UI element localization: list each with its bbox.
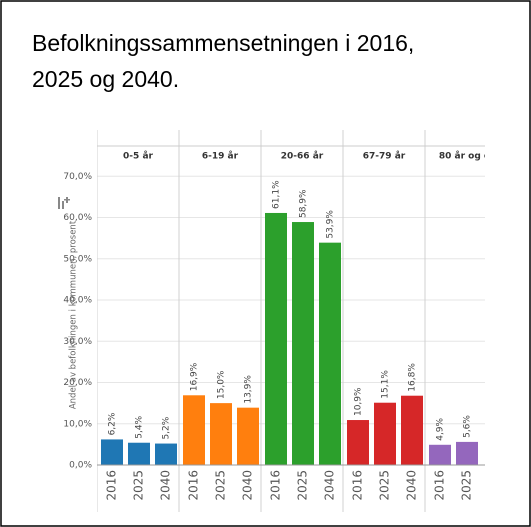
bar (183, 395, 205, 465)
x-tick-label: 2016 (351, 470, 365, 501)
sort-icon (58, 197, 70, 209)
x-tick-label: 2040 (241, 470, 255, 501)
x-tick-label: 2025 (460, 470, 474, 501)
value-label: 16,8% (408, 363, 418, 392)
y-tick-label: 50,0% (63, 254, 92, 264)
bar (374, 402, 396, 465)
x-tick-label: 2016 (269, 470, 283, 501)
x-tick-label: 2025 (296, 470, 310, 501)
bar (429, 444, 451, 465)
bar (237, 407, 259, 465)
value-label: 10,9% (354, 387, 364, 416)
panel-header: 80 år og el (439, 151, 493, 162)
x-tick-label: 2040 (405, 470, 419, 501)
panel-header: 20-66 år (281, 151, 324, 162)
x-tick-label: 2016 (187, 470, 201, 501)
value-label: 5,2% (162, 416, 172, 439)
y-tick-label: 0,0% (69, 461, 92, 471)
x-tick-label: 2025 (214, 470, 228, 501)
y-tick-label: 60,0% (63, 213, 92, 223)
y-tick-label: 10,0% (63, 419, 92, 429)
value-label: 5,4% (135, 415, 145, 438)
bar (265, 212, 287, 465)
value-label: 6,2% (108, 412, 118, 435)
x-tick-label: 2016 (433, 470, 447, 501)
y-tick-label: 20,0% (63, 378, 92, 388)
value-label: 15,1% (381, 370, 391, 399)
x-tick-label: 2040 (159, 470, 173, 501)
x-tick-label: 2040 (323, 470, 337, 501)
panels: 0-5 år 6,2% 2016 5,4% 2025 5,2% 2040 6-19 år 16,… (97, 130, 493, 512)
y-tick-label: 40,0% (63, 296, 92, 306)
title-line: Befolkningssammensetningen i 2016, 2025 o… (32, 30, 414, 92)
value-label: 53,9% (326, 210, 336, 239)
value-label: 15,0% (217, 370, 227, 399)
x-tick-label: 2025 (132, 470, 146, 501)
panel-header: 0-5 år (123, 151, 153, 162)
x-tick-label: 2025 (378, 470, 392, 501)
value-label: 58,9% (299, 189, 309, 218)
value-label: 13,9% (244, 375, 254, 404)
x-tick-label: 2016 (105, 470, 119, 501)
bar (456, 441, 478, 465)
bar (347, 420, 369, 465)
bar (155, 443, 177, 465)
bar (210, 403, 232, 465)
y-tick-label: 30,0% (63, 337, 92, 347)
panel-header: 6-19 år (202, 151, 239, 162)
value-label: 5,6% (463, 415, 473, 438)
y-tick-label: 70,0% (63, 172, 92, 182)
bar (292, 222, 314, 465)
bar (101, 439, 123, 465)
bar (319, 242, 341, 465)
panel-header: 67-79 år (363, 151, 406, 162)
bar (128, 442, 150, 465)
value-label: 61,1% (272, 180, 282, 209)
value-label: 4,9% (436, 417, 446, 440)
y-axis-label: Andel av befolkningen i kommunen, prosen… (69, 220, 79, 409)
bar (401, 395, 423, 465)
value-label: 16,9% (190, 362, 200, 391)
